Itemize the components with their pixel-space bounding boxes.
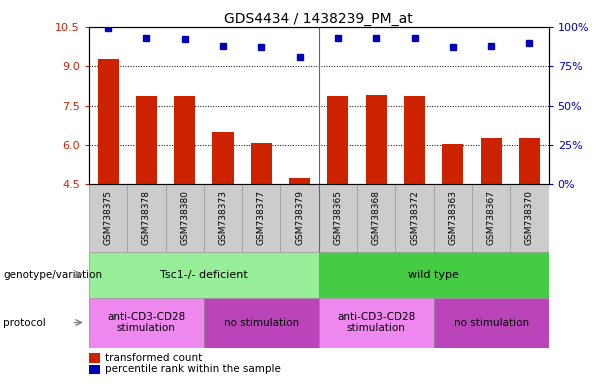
Bar — [481, 137, 501, 184]
Bar — [395, 184, 434, 252]
Bar — [357, 184, 395, 252]
Text: percentile rank within the sample: percentile rank within the sample — [105, 364, 281, 374]
Bar — [89, 298, 204, 348]
Text: GSM738377: GSM738377 — [257, 190, 266, 245]
Text: GSM738375: GSM738375 — [104, 190, 113, 245]
Text: GSM738365: GSM738365 — [333, 190, 343, 245]
Text: GSM738363: GSM738363 — [448, 190, 457, 245]
Bar — [434, 298, 549, 348]
Bar — [289, 178, 310, 184]
Bar — [327, 96, 348, 184]
Text: GSM738379: GSM738379 — [295, 190, 304, 245]
Bar — [404, 96, 425, 184]
Text: no stimulation: no stimulation — [454, 318, 529, 328]
Text: protocol: protocol — [3, 318, 46, 328]
Bar — [128, 184, 166, 252]
Bar — [281, 184, 319, 252]
Text: transformed count: transformed count — [105, 353, 202, 363]
Text: GSM738373: GSM738373 — [218, 190, 227, 245]
Text: GSM738367: GSM738367 — [487, 190, 496, 245]
Bar — [251, 143, 272, 184]
Bar — [242, 184, 281, 252]
Title: GDS4434 / 1438239_PM_at: GDS4434 / 1438239_PM_at — [224, 12, 413, 26]
Bar — [174, 96, 195, 184]
Text: anti-CD3-CD28
stimulation: anti-CD3-CD28 stimulation — [337, 312, 416, 333]
Bar — [319, 184, 357, 252]
Bar — [136, 96, 157, 184]
Text: anti-CD3-CD28
stimulation: anti-CD3-CD28 stimulation — [107, 312, 186, 333]
Text: no stimulation: no stimulation — [224, 318, 299, 328]
Text: genotype/variation: genotype/variation — [3, 270, 102, 280]
Text: GSM738378: GSM738378 — [142, 190, 151, 245]
Bar — [166, 184, 204, 252]
Text: Tsc1-/- deficient: Tsc1-/- deficient — [160, 270, 248, 280]
Bar — [89, 184, 128, 252]
Bar — [204, 184, 242, 252]
Bar — [434, 184, 472, 252]
Bar — [443, 144, 463, 184]
Bar — [97, 59, 118, 184]
Bar — [319, 298, 434, 348]
Bar — [472, 184, 510, 252]
Bar — [319, 252, 549, 298]
Bar — [213, 132, 234, 184]
Text: wild type: wild type — [408, 270, 459, 280]
Bar — [89, 252, 319, 298]
Bar — [519, 137, 540, 184]
Bar — [366, 94, 387, 184]
Text: GSM738370: GSM738370 — [525, 190, 534, 245]
Bar — [510, 184, 549, 252]
Text: GSM738380: GSM738380 — [180, 190, 189, 245]
Text: GSM738368: GSM738368 — [371, 190, 381, 245]
Text: GSM738372: GSM738372 — [410, 190, 419, 245]
Bar — [204, 298, 319, 348]
